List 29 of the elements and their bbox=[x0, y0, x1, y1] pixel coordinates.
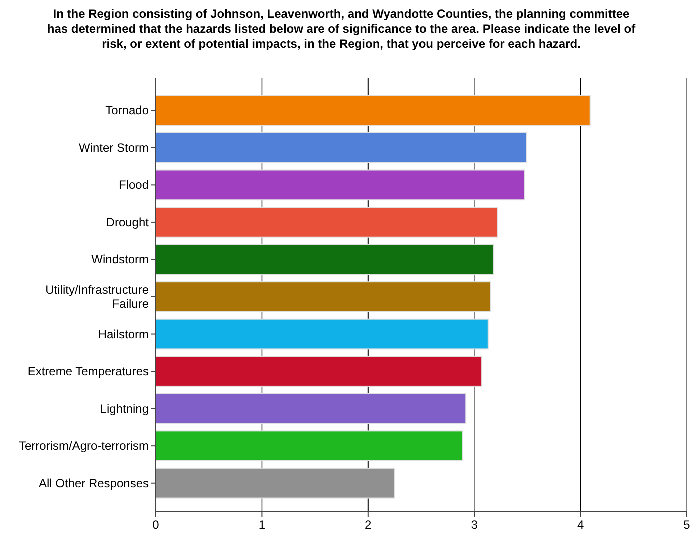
x-tick-label: 4 bbox=[577, 518, 584, 532]
bar bbox=[156, 207, 498, 238]
bar bbox=[156, 95, 591, 126]
y-tick-label: Utility/Infrastructure Failure bbox=[46, 283, 150, 311]
x-tick-label: 3 bbox=[471, 518, 478, 532]
x-tick-label: 0 bbox=[152, 518, 160, 532]
y-tick-label: All Other Responses bbox=[38, 476, 149, 490]
x-tick-label: 2 bbox=[365, 518, 372, 532]
bar bbox=[156, 282, 492, 312]
bar bbox=[156, 356, 483, 387]
bar bbox=[156, 468, 396, 499]
y-tick-label: Drought bbox=[106, 215, 150, 230]
y-tick-label: Flood bbox=[118, 178, 149, 192]
bar bbox=[156, 393, 467, 424]
bar bbox=[156, 244, 494, 276]
x-tick-label: 5 bbox=[684, 518, 691, 532]
y-tick-label: Tornado bbox=[106, 104, 150, 118]
y-tick-label: Winter Storm bbox=[78, 140, 149, 155]
bar bbox=[156, 170, 526, 201]
y-tick-label: Lightning bbox=[100, 402, 149, 416]
bar bbox=[156, 132, 528, 164]
chart-title: In the Region consisting of Johnson, Leavenworth, and Wyandotte Counties, the planning committee has determined that the hazards listed below are of significance to the area. Please indicate the level of risk, or extent of potential impacts, in the Region, that you perceive for each hazard. bbox=[47, 7, 637, 51]
y-tick-label: Extreme Temperatures bbox=[28, 364, 149, 379]
y-tick-label: Terrorism/Agro-terrorism bbox=[18, 439, 149, 454]
y-tick-label: Hailstorm bbox=[98, 327, 150, 342]
bar bbox=[156, 430, 464, 462]
y-tick-label: Windstorm bbox=[92, 252, 149, 267]
x-tick-label: 1 bbox=[258, 518, 266, 532]
bar bbox=[156, 318, 489, 350]
